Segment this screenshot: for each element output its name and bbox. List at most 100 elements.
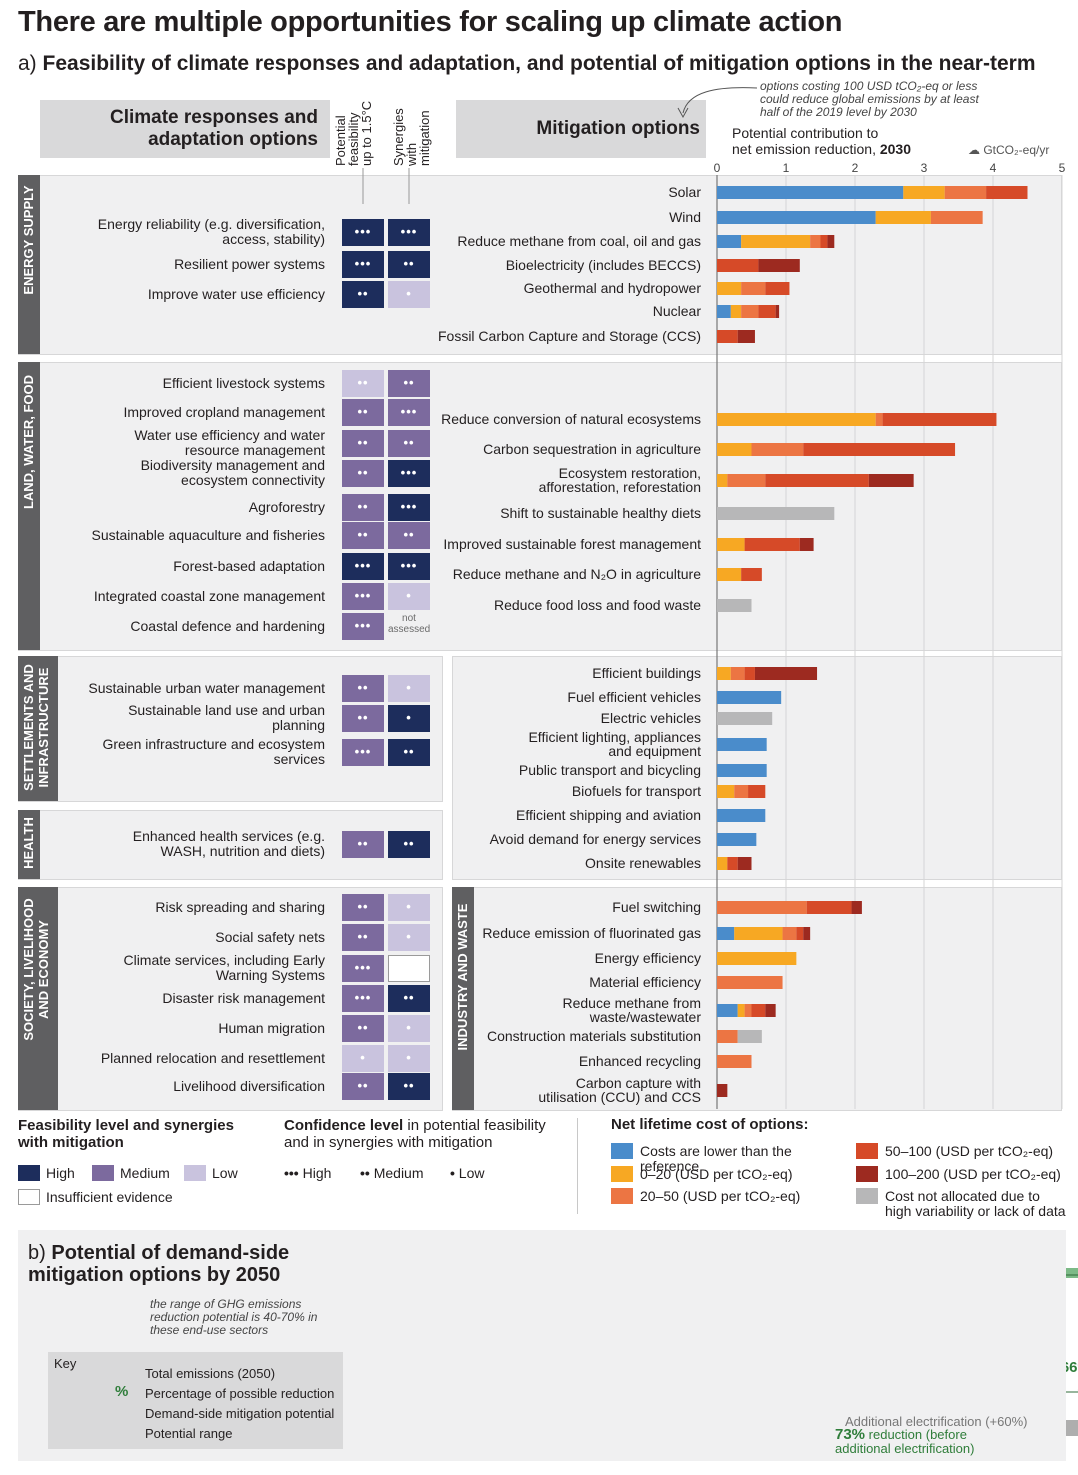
cost-label-lower: Costs are lower than the reference	[640, 1143, 792, 1174]
feasibility-square: ••	[342, 924, 384, 951]
bar-segment	[782, 927, 797, 940]
legend-feasibility-title: Feasibility level and synergies with mit…	[18, 1117, 234, 1151]
cost-label-c100_200: 100–200 (USD per tCO₂-eq)	[885, 1166, 1061, 1182]
x-tick-label: 3	[921, 161, 928, 175]
cloud-icon: ☁	[968, 143, 980, 157]
bar-segment	[775, 305, 780, 318]
synergy-square: ••	[388, 251, 430, 278]
synergy-square: •	[388, 1015, 430, 1042]
bar-segment	[734, 927, 783, 940]
panel-b-label: b)	[28, 1242, 46, 1264]
mitigation-label: Carbon sequestration in agriculture	[483, 441, 701, 457]
panel-a-subtitle: a) Feasibility of climate responses and …	[18, 52, 1036, 76]
bar-segment	[741, 305, 759, 318]
bar-segment	[803, 927, 811, 940]
bar-segment	[730, 667, 745, 680]
electricity-note-pct: 73%	[835, 1426, 866, 1443]
bar-segment	[717, 599, 752, 612]
bar-segment	[806, 901, 852, 914]
mitigation-label: Onsite renewables	[585, 855, 701, 871]
axis-title: Potential contribution to net emission r…	[732, 125, 911, 157]
legend-high: High	[46, 1165, 75, 1181]
bar-segment	[758, 305, 776, 318]
mitigation-label-line: Reduce methane from	[562, 995, 701, 1011]
bar-segment	[727, 857, 738, 870]
bar-segment	[734, 785, 749, 798]
legend-swatch-medium	[92, 1165, 114, 1181]
cost-label-c20_50: 20–50 (USD per tCO₂-eq)	[640, 1188, 801, 1204]
key-pct: Percentage of possible reduction	[145, 1386, 335, 1401]
legend-confidence-bold: Confidence level	[284, 1117, 404, 1134]
bar-segment	[717, 474, 728, 487]
bar-segment	[717, 330, 738, 343]
mitigation-label-line: Ecosystem restoration,	[559, 465, 701, 481]
mitigation-label: Carbon capture with utilisation (CCU) and…	[538, 1075, 701, 1105]
feasibility-square: •••	[342, 985, 384, 1012]
mitigation-label: Fossil Carbon Capture and Storage (CCS)	[438, 328, 701, 344]
legend-swatch-insufficient	[18, 1189, 40, 1205]
adaptation-label: Sustainable land use and urban planning	[128, 702, 325, 733]
panel-a-title: Feasibility of climate responses and ada…	[42, 52, 1036, 75]
cost-swatch-c50_100	[856, 1143, 878, 1159]
mitigation-label: Efficient buildings	[592, 665, 701, 681]
mitigation-header: Mitigation options	[536, 118, 700, 139]
side-health	[18, 810, 40, 879]
bar-segment	[875, 413, 883, 426]
mitigation-label: Reduce emission of fluorinated gas	[482, 925, 701, 941]
synergy-square: ••	[388, 739, 430, 766]
adaptation-label: Water use efficiency and water resource …	[134, 427, 325, 458]
mitigation-label: Reduce food loss and food waste	[494, 597, 701, 613]
bar-segment	[827, 235, 835, 248]
feasibility-square: ••	[342, 831, 384, 858]
bar-segment	[717, 952, 797, 965]
side-land	[18, 362, 40, 650]
axis-title-line1: Potential contribution to	[732, 125, 879, 141]
cost-label-c0_20: 0–20 (USD per tCO₂-eq)	[640, 1166, 793, 1182]
feasibility-square: ••	[342, 370, 384, 397]
bar-segment	[717, 833, 757, 846]
adaptation-header-box: Climate responses and adaptation options	[40, 100, 330, 158]
panel-a-label: a)	[18, 52, 37, 75]
mitigation-label: Fuel switching	[612, 899, 701, 915]
adaptation-label: Disaster risk management	[162, 989, 325, 1006]
key-title: Key	[54, 1356, 77, 1371]
mitigation-label: Efficient shipping and aviation	[516, 807, 701, 823]
bar-segment	[820, 235, 828, 248]
mitigation-label: Geothermal and hydropower	[524, 280, 702, 296]
additional-electrification-label: Additional electrification (+60%)	[845, 1414, 1028, 1429]
feasibility-square: ••	[342, 460, 384, 487]
adaptation-label: Planned relocation and resettlement	[100, 1049, 325, 1066]
bar-segment	[717, 901, 807, 914]
mitigation-label: Ecosystem restoration, afforestation, ref…	[539, 465, 701, 495]
cost-label-c50_100: 50–100 (USD per tCO₂-eq)	[885, 1143, 1054, 1159]
adaptation-label: Energy reliability (e.g. diversification…	[97, 216, 325, 247]
side-energy	[18, 175, 40, 354]
mitigation-label: Biofuels for transport	[572, 783, 701, 799]
feasibility-square: ••	[342, 894, 384, 921]
adaptation-label: Social safety nets	[215, 928, 325, 945]
legend-conf-low-label: Low	[458, 1165, 485, 1181]
mitigation-label: Reduce methane and N₂O in agriculture	[453, 566, 701, 582]
synergy-square: •	[388, 675, 430, 702]
adaptation-label: Biodiversity management and ecosystem co…	[140, 457, 325, 488]
legend-conf-medium-label: Medium	[373, 1165, 424, 1181]
bar-segment	[765, 282, 790, 295]
synergy-square: •••	[388, 553, 430, 580]
bar-segment	[717, 712, 773, 725]
synergy-square: •••	[388, 219, 430, 246]
axis-title-line2: net emission reduction,	[732, 141, 876, 157]
cost-swatch-lower	[611, 1143, 633, 1159]
mitigation-label: Material efficiency	[589, 974, 701, 990]
bar-segment	[717, 857, 728, 870]
bar-segment	[737, 857, 752, 870]
bar-segment	[717, 738, 767, 751]
mitigation-label: Improved sustainable forest management	[443, 536, 701, 552]
feasibility-square: ••	[342, 1015, 384, 1042]
feasibility-square: •••	[342, 955, 384, 982]
bar-segment	[737, 1004, 745, 1017]
bar-segment	[868, 474, 914, 487]
bar-segment	[803, 443, 956, 456]
adaptation-label: Human migration	[218, 1019, 325, 1036]
legend-divider	[577, 1118, 578, 1214]
bar-segment	[737, 330, 755, 343]
